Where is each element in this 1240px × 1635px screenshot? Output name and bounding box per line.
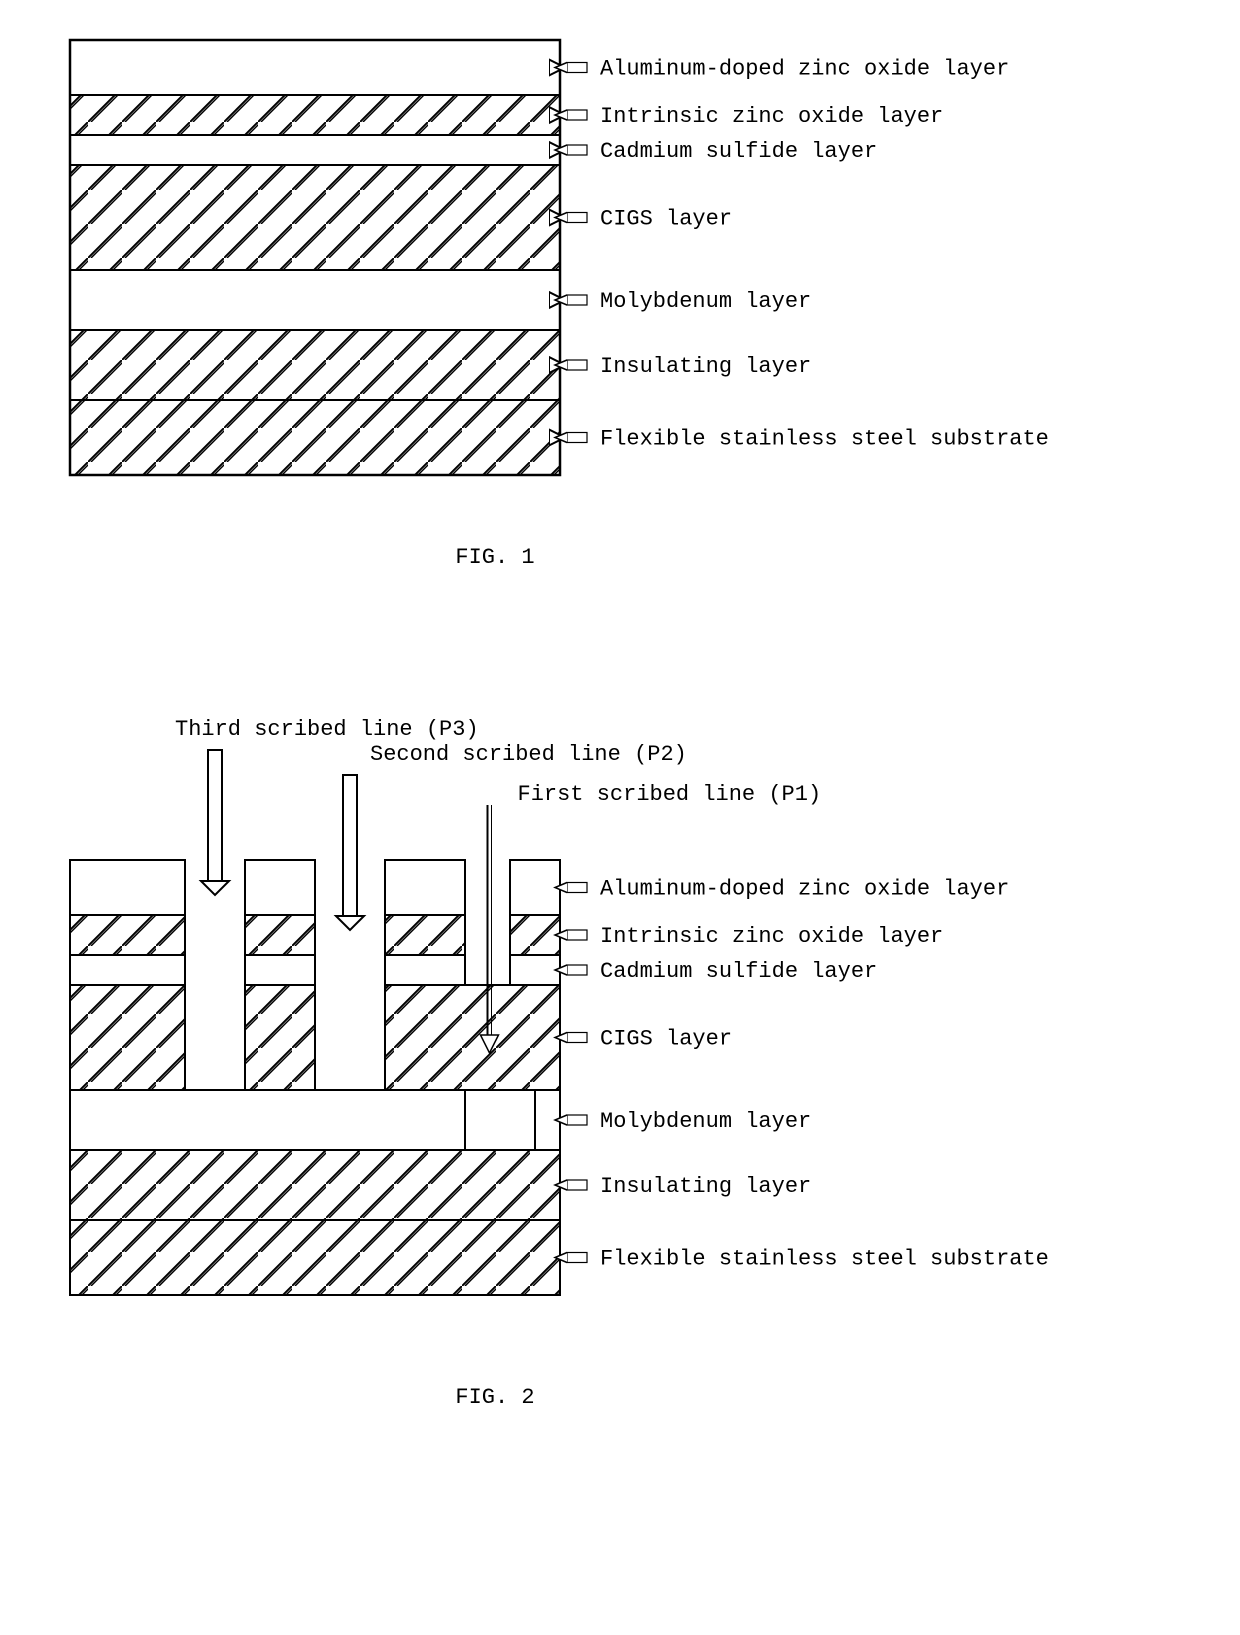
fig1-label-1: Intrinsic zinc oxide layer — [600, 104, 943, 129]
fig1-label-2: Cadmium sulfide layer — [600, 139, 877, 164]
fig2-layer-cigs-seg1 — [245, 985, 315, 1090]
fig1-layer-3 — [70, 165, 560, 270]
fig1-layer-6 — [70, 400, 560, 475]
figure-2: Aluminum-doped zinc oxide layer Intrinsic… — [20, 640, 1220, 1410]
fig1-label-4: Molybdenum layer — [600, 289, 811, 314]
fig2-layer-cigs-seg0 — [70, 985, 185, 1090]
fig2-layer-izo-seg2 — [385, 915, 465, 955]
fig2-layer-cds-seg2 — [385, 955, 465, 985]
fig1-layer-0 — [70, 40, 560, 95]
fig1-label-5: Insulating layer — [600, 354, 811, 379]
p1-arrow-label: First scribed line (P1) — [518, 782, 822, 807]
fig2-label-ins: Insulating layer — [600, 1174, 811, 1199]
fig2-layer-azo-seg2 — [385, 860, 465, 915]
fig2-layer-azo-seg0 — [70, 860, 185, 915]
fig2-label-azo: Aluminum-doped zinc oxide layer — [600, 877, 1009, 902]
fig2-label-izo: Intrinsic zinc oxide layer — [600, 924, 943, 949]
fig1-layer-2 — [70, 135, 560, 165]
p2-arrow-body — [343, 775, 357, 916]
fig1-layer-1 — [70, 95, 560, 135]
fig2-caption: FIG. 2 — [0, 1385, 1220, 1410]
fig2-layer-cigs-seg2 — [385, 985, 560, 1090]
fig2-svg: Aluminum-doped zinc oxide layer Intrinsic… — [20, 640, 1220, 1360]
fig2-label-cds: Cadmium sulfide layer — [600, 959, 877, 984]
p2-arrow-head — [336, 916, 364, 930]
p2-arrow-label: Second scribed line (P2) — [370, 742, 687, 767]
fig2-layer-cds-seg0 — [70, 955, 185, 985]
fig1-svg: Aluminum-doped zinc oxide layer Intrinsic… — [20, 20, 1220, 520]
fig2-layer-cds-seg1 — [245, 955, 315, 985]
fig2-layer-izo-seg1 — [245, 915, 315, 955]
fig2-layer-mo-seg0 — [70, 1090, 465, 1150]
fig1-label-6: Flexible stainless steel substrate — [600, 427, 1049, 452]
fig2-layer-azo-seg3 — [510, 860, 560, 915]
fig1-label-0: Aluminum-doped zinc oxide layer — [600, 57, 1009, 82]
p3-arrow-body — [208, 750, 222, 881]
fig2-layer-azo-seg1 — [245, 860, 315, 915]
p3-arrow-label: Third scribed line (P3) — [175, 717, 479, 742]
fig1-layer-5 — [70, 330, 560, 400]
fig2-layer-cds-seg3 — [510, 955, 560, 985]
fig2-layer-ins-seg0 — [70, 1150, 560, 1220]
fig2-label-sub: Flexible stainless steel substrate — [600, 1247, 1049, 1272]
fig1-caption: FIG. 1 — [0, 545, 1220, 570]
fig2-label-cigs: CIGS layer — [600, 1027, 732, 1052]
fig2-label-mo: Molybdenum layer — [600, 1109, 811, 1134]
fig2-layer-izo-seg3 — [510, 915, 560, 955]
figure-1: Aluminum-doped zinc oxide layer Intrinsic… — [20, 20, 1220, 570]
fig2-layer-izo-seg0 — [70, 915, 185, 955]
fig2-layer-sub-seg0 — [70, 1220, 560, 1295]
p3-arrow-head — [201, 881, 229, 895]
fig1-label-3: CIGS layer — [600, 207, 732, 232]
fig1-layer-4 — [70, 270, 560, 330]
